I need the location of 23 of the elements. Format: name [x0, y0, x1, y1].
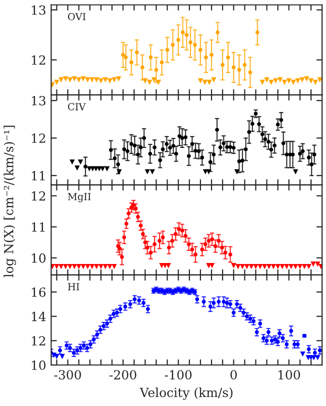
x-axis-title: Velocity (km/s): [140, 388, 232, 400]
x-tick-label: 0: [230, 370, 237, 380]
y-tick-label: 13: [32, 5, 46, 15]
y-tick-label: 11: [32, 171, 45, 180]
y-tick-label: 12: [32, 191, 46, 201]
y-tick-label: 16: [32, 287, 46, 297]
annotation: HI: [68, 283, 80, 290]
y-axis-title: log N(X) [cm⁻²/(km/s)⁻¹]: [4, 126, 16, 278]
x-tick-label: -100: [164, 370, 192, 380]
y-tick-label: 13: [32, 96, 46, 106]
y-tick-label: 12: [32, 134, 46, 143]
y-tick-label: 14: [32, 312, 46, 322]
y-tick-label: 12: [32, 336, 46, 346]
y-tick-label: 12: [32, 55, 46, 65]
x-tick-label: 100: [278, 370, 300, 380]
annotation: CIV: [68, 102, 86, 110]
y-tick-label: 10: [32, 253, 46, 263]
y-tick-label: 10: [32, 360, 46, 370]
x-tick-label: -200: [110, 370, 136, 380]
annotation: OVI: [68, 12, 86, 20]
y-tick-label: 11: [32, 222, 45, 232]
x-tick-label: -300: [54, 370, 81, 380]
annotation: MgII: [68, 192, 91, 202]
